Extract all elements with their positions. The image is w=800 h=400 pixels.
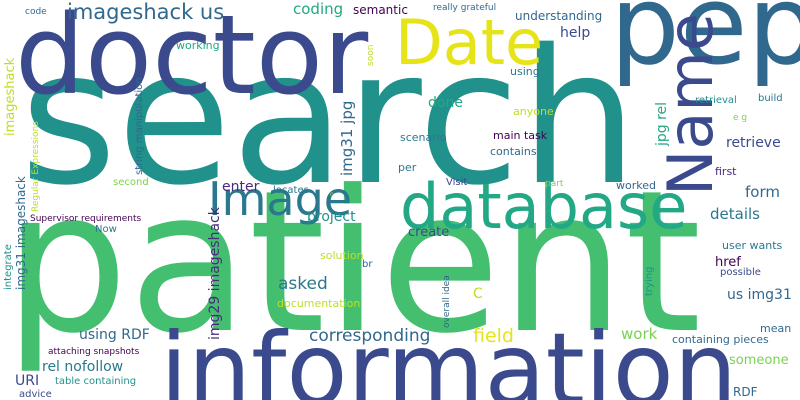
word-img29-imageshack: img29 imageshack xyxy=(207,207,223,340)
word-regular-expressions: Regular Expressions xyxy=(31,121,41,212)
word-really-grateful: really grateful xyxy=(433,3,497,13)
word-integrate: integrate xyxy=(3,244,14,290)
word-using-1: using xyxy=(510,65,540,78)
word-first: first xyxy=(715,165,737,178)
word-form: form xyxy=(745,183,780,201)
word-retrieve: retrieve xyxy=(726,135,781,151)
word-per: per xyxy=(398,161,417,174)
word-field: field xyxy=(473,325,514,347)
word-c: C xyxy=(473,286,483,302)
word-imageshack-v: imageshack xyxy=(3,57,18,136)
word-rdf: RDF xyxy=(733,385,758,399)
word-rel-nofollow: rel nofollow xyxy=(42,359,124,375)
word-project: project xyxy=(307,209,356,225)
word-done: done xyxy=(428,95,463,111)
word-understanding: understanding xyxy=(515,9,603,23)
word-documentation: documentation xyxy=(277,297,361,310)
word-img31-jpg: img31 jpg xyxy=(338,100,356,176)
word-semantic: semantic xyxy=(353,3,408,17)
word-supervisor-requirements: Supervisor requirements xyxy=(30,214,142,224)
word-help: help xyxy=(560,25,591,41)
word-using-rdf: using RDF xyxy=(79,327,150,343)
word-search: search xyxy=(20,9,638,226)
word-build: build xyxy=(758,93,783,104)
word-visit: Visit xyxy=(446,177,468,188)
word-main-task: main task xyxy=(493,129,548,142)
word-trying: trying xyxy=(644,266,655,296)
word-pep: pep xyxy=(610,0,800,89)
word-attaching-snapshots: attaching snapshots xyxy=(48,347,140,357)
word-locates: locates xyxy=(273,185,309,196)
word-anyone: anyone xyxy=(513,105,554,118)
word-overall-idea: overall idea xyxy=(442,275,452,328)
word-possible: possible xyxy=(720,267,761,278)
word-code: code xyxy=(25,7,47,17)
word-doctor: doctor xyxy=(15,0,369,119)
word-solution: solution xyxy=(320,249,364,262)
word-create: create xyxy=(408,225,450,240)
word-e-g: e g xyxy=(733,113,748,123)
word-worked: worked xyxy=(616,179,656,192)
word-corresponding: corresponding xyxy=(309,326,431,346)
word-part: part xyxy=(545,179,564,189)
word-image: Image xyxy=(208,172,353,226)
word-href: href xyxy=(715,255,741,270)
word-mean: mean xyxy=(760,322,792,335)
word-o: o xyxy=(330,191,334,198)
word-retrieval: retrieval xyxy=(695,95,737,106)
word-soon: soon xyxy=(366,44,376,66)
word-us-img31: us img31 xyxy=(727,287,792,303)
word-imageshack-us: imageshack us xyxy=(67,0,225,24)
word-patient: patient xyxy=(4,149,702,377)
word-working: working xyxy=(176,39,220,52)
word-string-manipulation: string manipulation xyxy=(134,77,145,175)
word-table-containing: table containing xyxy=(55,376,137,387)
word-asked: asked xyxy=(278,274,328,294)
word-scenario: scenario xyxy=(400,131,447,144)
word-user-wants: user wants xyxy=(722,239,783,252)
word-img31-imageshack: img31 imageshack xyxy=(14,176,28,290)
word-contains: contains xyxy=(490,145,537,158)
word-work: work xyxy=(621,325,658,343)
word-information: information xyxy=(160,311,738,400)
word-now: Now xyxy=(95,224,117,235)
word-uri: URI xyxy=(15,373,40,389)
word-someone: someone xyxy=(729,353,789,368)
word-date: Date xyxy=(395,6,544,79)
word-containing-pieces: containing pieces xyxy=(672,333,769,346)
word-database: database xyxy=(400,170,688,243)
word-coding: coding xyxy=(293,0,344,18)
word-enter: enter xyxy=(222,179,260,195)
word-br: br xyxy=(362,259,373,270)
word-details: details xyxy=(710,205,760,223)
word-advice: advice xyxy=(19,389,52,400)
word-second: second xyxy=(113,177,149,188)
word-jpg-rel: jpg rel xyxy=(654,101,670,146)
